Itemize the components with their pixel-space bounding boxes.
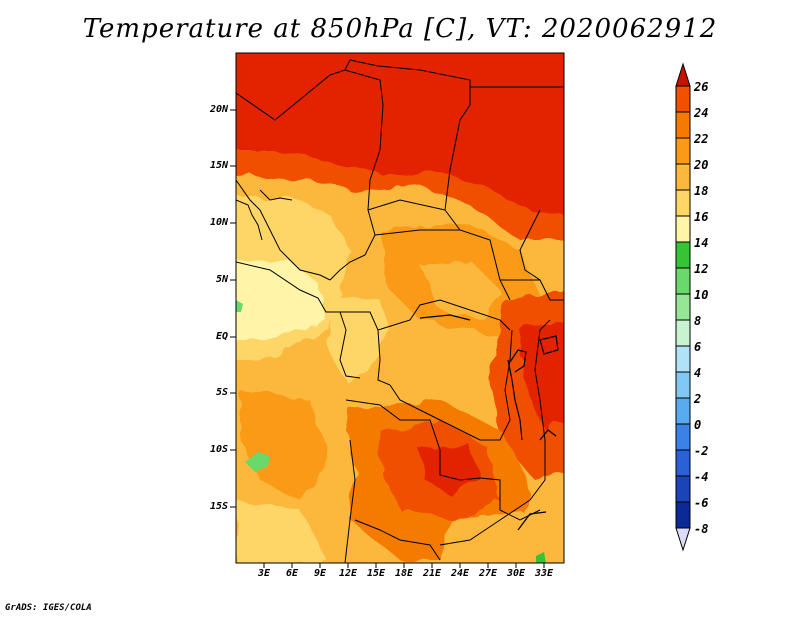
lat-label-5s: 5S bbox=[215, 387, 228, 398]
colorbar-label-neg4: -4 bbox=[694, 470, 709, 484]
lon-label-3e: 3E bbox=[257, 568, 271, 579]
lon-label-12e: 12E bbox=[338, 568, 358, 579]
colorbar-segment bbox=[675, 241, 691, 269]
colorbar-segment bbox=[675, 345, 691, 373]
country-borders bbox=[236, 59, 564, 563]
colorbar-label-6: 6 bbox=[694, 340, 702, 354]
colorbar-label-2: 2 bbox=[694, 392, 702, 406]
colorbar-label-16: 16 bbox=[694, 210, 709, 224]
axis-ticks bbox=[230, 109, 545, 568]
lakes bbox=[419, 314, 559, 531]
lon-label-27e: 27E bbox=[478, 568, 498, 579]
lon-label-33e: 33E bbox=[534, 568, 554, 579]
colorbar-label-8: 8 bbox=[694, 314, 702, 328]
colorbar-label-0: 0 bbox=[694, 418, 702, 432]
colorbar-label-4: 4 bbox=[694, 366, 702, 380]
lat-label-10s: 10S bbox=[209, 444, 228, 455]
lon-label-24e: 24E bbox=[450, 568, 470, 579]
lon-label-6e: 6E bbox=[285, 568, 299, 579]
colorbar-segment bbox=[675, 215, 691, 243]
colorbar-label-18: 18 bbox=[694, 184, 709, 198]
grads-credit: GrADS: IGES/COLA bbox=[5, 603, 92, 613]
colorbar-top-cap bbox=[675, 62, 691, 87]
colorbar-label-10: 10 bbox=[694, 288, 709, 302]
colorbar-segment bbox=[675, 371, 691, 399]
colorbar-segment bbox=[675, 475, 691, 503]
colorbar-bottom-cap bbox=[675, 527, 691, 552]
colorbar-segment bbox=[675, 293, 691, 321]
colorbar-segment bbox=[675, 267, 691, 295]
colorbar-segment bbox=[675, 163, 691, 191]
lat-label-10n: 10N bbox=[209, 217, 228, 228]
colorbar-label-neg2: -2 bbox=[694, 444, 709, 458]
lat-label-5n: 5N bbox=[215, 274, 228, 285]
colorbar-segment bbox=[675, 319, 691, 347]
colorbar-label-12: 12 bbox=[694, 262, 709, 276]
temperature-field bbox=[236, 53, 564, 563]
colorbar-label-24: 24 bbox=[694, 106, 709, 120]
colorbar-segment bbox=[675, 397, 691, 425]
lon-label-9e: 9E bbox=[313, 568, 327, 579]
lat-label-20n: 20N bbox=[209, 104, 228, 115]
colorbar-segment bbox=[675, 85, 691, 113]
colorbar-segment bbox=[675, 449, 691, 477]
colorbar-label-20: 20 bbox=[694, 158, 709, 172]
colorbar-label-26: 26 bbox=[694, 80, 709, 94]
lat-label-15n: 15N bbox=[209, 160, 228, 171]
colorbar-segment bbox=[675, 423, 691, 451]
colorbar bbox=[675, 62, 691, 552]
colorbar-segment bbox=[675, 501, 691, 529]
lon-label-21e: 21E bbox=[422, 568, 442, 579]
colorbar-label-neg8: -8 bbox=[694, 522, 709, 536]
colorbar-label-14: 14 bbox=[694, 236, 709, 250]
lon-label-15e: 15E bbox=[366, 568, 386, 579]
colorbar-segment bbox=[675, 111, 691, 139]
colorbar-segment bbox=[675, 189, 691, 217]
chart-title: Temperature at 850hPa [C], VT: 202006291… bbox=[82, 14, 718, 44]
colorbar-segment bbox=[675, 137, 691, 165]
lat-label-eq: EQ bbox=[215, 331, 228, 342]
lon-label-30e: 30E bbox=[506, 568, 526, 579]
map-frame bbox=[235, 52, 565, 564]
lon-label-18e: 18E bbox=[394, 568, 414, 579]
lat-label-15s: 15S bbox=[209, 501, 228, 512]
colorbar-label-22: 22 bbox=[694, 132, 709, 146]
colorbar-label-neg6: -6 bbox=[694, 496, 709, 510]
